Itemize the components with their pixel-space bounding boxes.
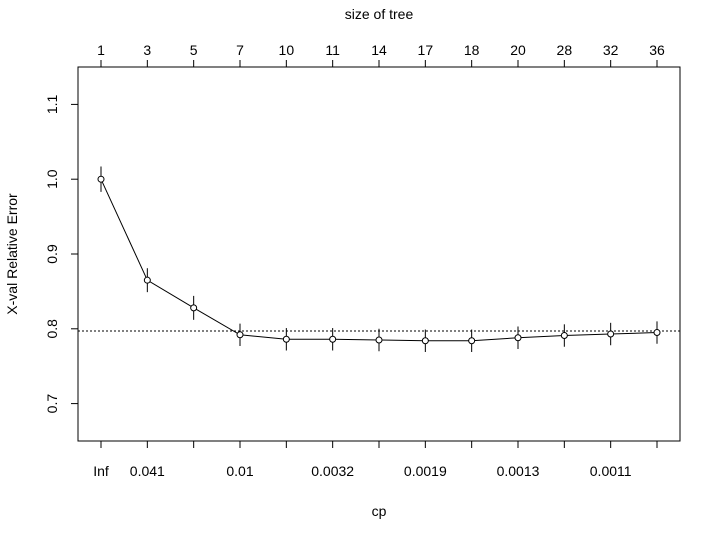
top-tick-label: 7 <box>236 42 244 58</box>
y-tick-label: 0.7 <box>44 394 60 414</box>
top-tick-label: 11 <box>325 42 340 58</box>
bottom-tick-label: 0.01 <box>226 463 253 479</box>
bottom-tick-label: 0.0019 <box>404 463 447 479</box>
data-point <box>560 332 568 340</box>
top-tick-label: 28 <box>557 42 573 58</box>
bottom-tick-label: 0.0011 <box>590 463 632 479</box>
top-axis: 1 3 5 7 10 11 14 17 18 20 28 32 36 <box>97 42 665 68</box>
data-point <box>236 331 244 339</box>
bottom-tick-label: Inf <box>93 463 109 479</box>
y-axis-title: X-val Relative Error <box>4 193 20 315</box>
data-point <box>375 336 383 344</box>
data-point <box>421 337 429 345</box>
top-tick-label: 5 <box>190 42 198 58</box>
bottom-tick-label: 0.0032 <box>311 463 354 479</box>
bottom-tick-label: 0.041 <box>130 463 165 479</box>
data-point <box>97 175 105 183</box>
y-tick-label: 0.9 <box>44 244 60 264</box>
top-tick-label: 14 <box>371 42 387 58</box>
chart-marks <box>97 166 661 352</box>
series-line <box>100 178 658 342</box>
bottom-axis: Inf 0.041 0.01 0.0032 0.0019 0.0013 0.0011 <box>93 440 658 479</box>
data-point <box>607 330 615 338</box>
x-axis-title: cp <box>372 503 387 519</box>
top-axis-title: size of tree <box>345 6 414 22</box>
data-point <box>653 329 661 337</box>
y-tick-label: 1.1 <box>44 94 60 114</box>
top-tick-label: 10 <box>279 42 295 58</box>
left-axis: 0.7 0.8 0.9 1.0 1.1 <box>44 94 79 414</box>
y-tick-label: 1.0 <box>44 169 60 189</box>
top-tick-label: 20 <box>510 42 526 58</box>
top-tick-label: 17 <box>418 42 434 58</box>
data-point <box>514 334 522 342</box>
data-point <box>190 304 198 312</box>
data-point <box>282 335 290 343</box>
top-tick-label: 36 <box>649 42 665 58</box>
top-tick-label: 3 <box>143 42 151 58</box>
y-tick-label: 0.8 <box>44 319 60 339</box>
top-tick-label: 32 <box>603 42 619 58</box>
top-tick-label: 18 <box>464 42 480 58</box>
plot-frame <box>77 66 681 442</box>
data-point <box>468 337 476 345</box>
data-point <box>329 335 337 343</box>
bottom-tick-label: 0.0013 <box>497 463 540 479</box>
data-point <box>143 276 151 284</box>
top-tick-label: 1 <box>97 42 105 58</box>
